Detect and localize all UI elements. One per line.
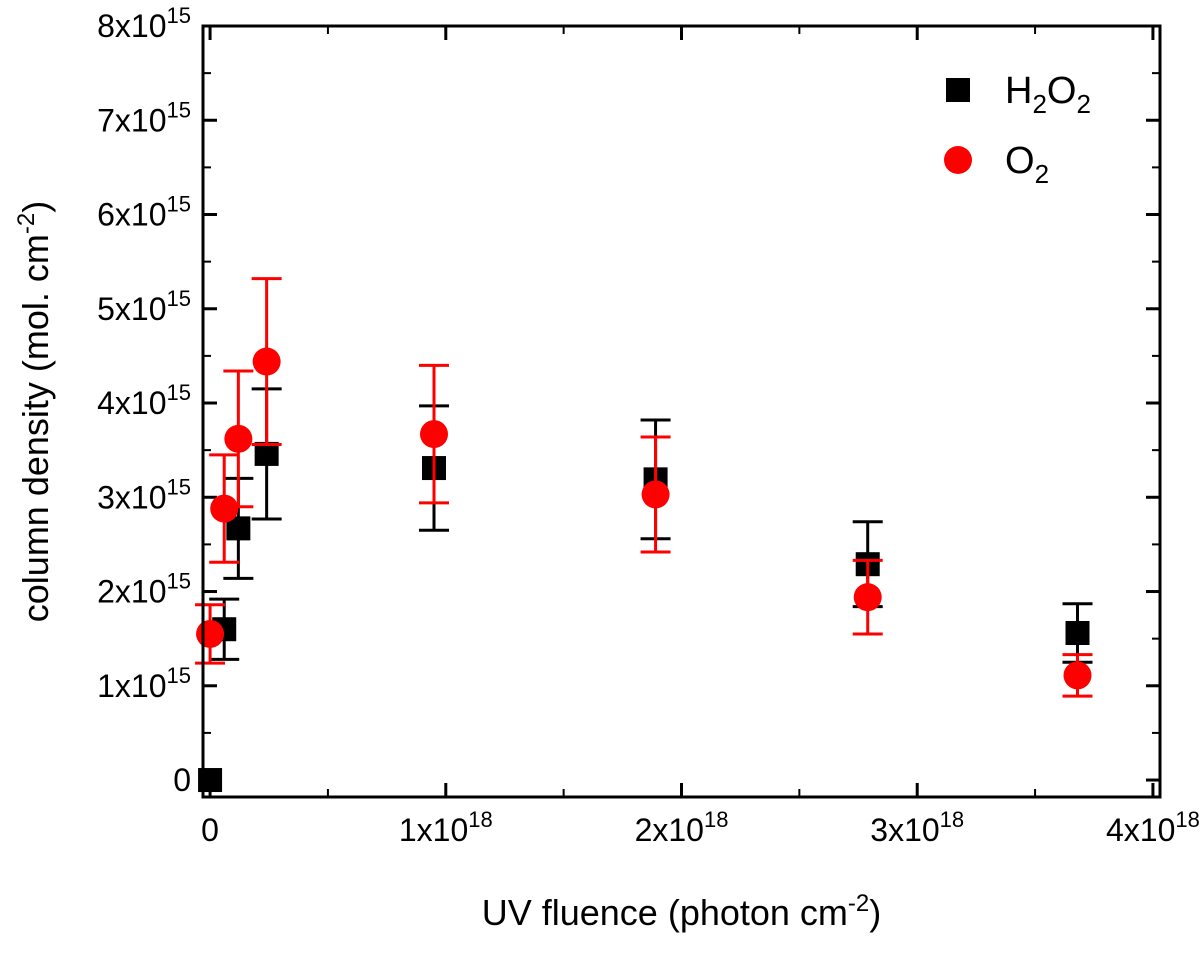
y-tick-label-base: 6x10 <box>97 197 166 233</box>
y-tick-label-exponent: 15 <box>167 474 191 499</box>
legend-marker-circle <box>944 146 972 174</box>
x-axis-label: UV fluence (photon cm-2) <box>482 890 882 933</box>
legend-label-part: 2 <box>1076 89 1090 119</box>
legend-label-part: H <box>1005 70 1032 112</box>
y-axis-label-main: column density (mol. cm <box>15 234 56 622</box>
y-axis-label: column density (mol. cm-2) <box>13 201 56 622</box>
plot-frame <box>201 24 1162 799</box>
y-tick-label-exponent: 15 <box>167 663 191 688</box>
legend-label-part: O <box>1005 140 1035 182</box>
legend-marker-square <box>946 78 970 102</box>
x-tick-label: 0 <box>201 812 219 848</box>
x-tick-label: 3x1018 <box>870 807 964 848</box>
data-point-o2 <box>196 619 225 648</box>
data-point-h2o2 <box>1065 620 1090 645</box>
legend-label: O2 <box>1005 140 1049 189</box>
x-tick-label-base: 2x10 <box>635 812 704 848</box>
x-axis-label-main: UV fluence (photon cm <box>482 892 848 933</box>
x-tick-label-exponent: 18 <box>940 807 964 832</box>
data-point-o2 <box>420 420 448 449</box>
y-tick-label: 8x1015 <box>97 3 191 44</box>
y-tick-label: 2x1015 <box>97 569 191 610</box>
y-tick-label-exponent: 15 <box>167 286 191 311</box>
x-axis-label-tail: ) <box>869 892 881 933</box>
x-tick-label: 2x1018 <box>635 807 729 848</box>
y-tick-label: 6x1015 <box>97 192 191 233</box>
x-tick-label-exponent: 18 <box>1175 807 1199 832</box>
y-tick-label-base: 3x10 <box>97 479 166 515</box>
y-tick-label-exponent: 15 <box>167 380 191 405</box>
data-point-o2 <box>641 480 670 509</box>
x-tick-label: 1x1018 <box>399 807 493 848</box>
y-tick-label-exponent: 15 <box>167 97 191 122</box>
data-layer <box>195 277 1093 793</box>
series-o2 <box>195 277 1093 698</box>
data-point-o2 <box>224 424 253 453</box>
y-tick-label: 0 <box>173 762 191 798</box>
x-tick-label: 4x1018 <box>1106 807 1200 848</box>
legend-label: H2O2 <box>1005 70 1091 119</box>
y-tick-label: 4x1015 <box>97 380 191 421</box>
legend-item-h2o2: H2O2 <box>946 70 1091 119</box>
y-tick-label-base: 1x10 <box>97 668 166 704</box>
y-tick-label-base: 4x10 <box>97 385 166 421</box>
y-tick-label-base: 2x10 <box>97 574 166 610</box>
y-tick-label-exponent: 15 <box>167 192 191 217</box>
x-axis-label-sup: -2 <box>848 890 869 917</box>
legend-label-part: 2 <box>1035 159 1049 189</box>
y-tick-label-exponent: 15 <box>167 569 191 594</box>
x-tick-label-base: 3x10 <box>870 812 939 848</box>
x-tick-label-exponent: 18 <box>704 807 728 832</box>
x-tick-label-base: 0 <box>201 812 219 848</box>
legend-label-part: O <box>1047 70 1077 112</box>
x-tick-label-base: 4x10 <box>1106 812 1175 848</box>
y-tick-label-base: 0 <box>173 762 191 798</box>
data-point-o2 <box>252 347 281 376</box>
y-tick-label: 7x1015 <box>97 97 191 138</box>
legend-label-part: 2 <box>1032 89 1046 119</box>
y-tick-label-base: 8x10 <box>97 8 166 44</box>
y-axis-label-sup: -2 <box>13 213 40 234</box>
y-tick-label-base: 7x10 <box>97 102 166 138</box>
data-point-o2 <box>853 583 882 612</box>
y-tick-label-base: 5x10 <box>97 291 166 327</box>
y-tick-label: 5x1015 <box>97 286 191 327</box>
data-point-o2 <box>210 494 239 523</box>
tick-labels: 01x10152x10153x10154x10155x10156x10157x1… <box>97 3 1200 848</box>
y-tick-label: 1x1015 <box>97 663 191 704</box>
x-tick-label-exponent: 18 <box>468 807 492 832</box>
y-tick-label-exponent: 15 <box>167 3 191 28</box>
legend-item-o2: O2 <box>944 140 1049 189</box>
series-h2o2 <box>198 387 1093 793</box>
y-axis-label-tail: ) <box>15 201 56 213</box>
x-tick-label-base: 1x10 <box>399 812 468 848</box>
data-point-o2 <box>1063 661 1092 690</box>
y-tick-label: 3x1015 <box>97 474 191 515</box>
tick-marks <box>203 24 1160 797</box>
